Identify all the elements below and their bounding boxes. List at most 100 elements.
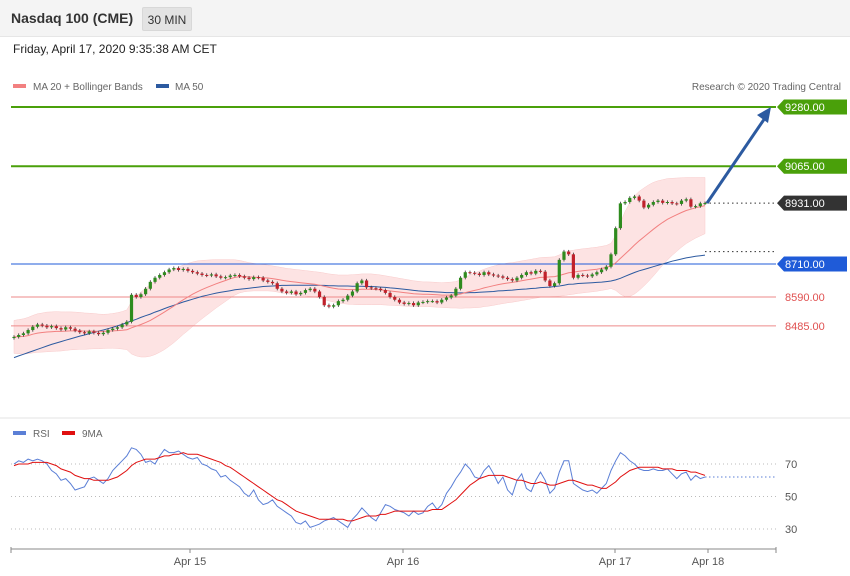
candle-body — [50, 326, 54, 328]
candle-body — [129, 294, 134, 322]
candle-body — [219, 276, 223, 278]
candle-body — [567, 251, 571, 255]
candle-body — [473, 272, 477, 274]
candle-body — [40, 324, 44, 326]
candle-body — [17, 335, 21, 337]
candle-body — [162, 272, 167, 275]
candle-body — [120, 324, 124, 328]
candle-body — [440, 299, 444, 303]
candle-body — [275, 283, 279, 289]
candle-body — [449, 295, 453, 298]
candle-body — [299, 292, 303, 295]
candle-body — [82, 332, 87, 334]
level-label: 8485.00 — [785, 321, 825, 333]
ma50-legend-label: MA 50 — [175, 82, 204, 93]
level-flag — [777, 195, 847, 211]
candle-body — [181, 268, 185, 271]
price-levels: 9280.00 9065.00 8931.00 8710.00 8590.00 8485.… — [11, 99, 847, 333]
candle-body — [186, 268, 190, 271]
candle-body — [303, 290, 308, 293]
candle-body — [148, 281, 152, 289]
candle-body — [693, 206, 698, 208]
interval-button[interactable]: 30 MIN — [142, 7, 192, 31]
candle-body — [637, 196, 641, 201]
candle-body — [646, 204, 651, 208]
arrow-shaft — [705, 114, 769, 204]
candle-body — [534, 270, 538, 274]
candle-body — [200, 273, 204, 275]
candle-body — [191, 270, 195, 273]
candle-body — [350, 291, 355, 296]
candle-body — [355, 283, 359, 292]
candle-body — [54, 326, 58, 329]
candle-body — [632, 196, 637, 198]
candle-body — [562, 251, 566, 260]
level-flag — [777, 256, 847, 272]
candle-body — [421, 301, 425, 303]
candle-body — [581, 274, 585, 276]
candle-body — [543, 271, 547, 281]
candle-body — [242, 276, 246, 278]
chart-header: Nasdaq 100 (CME) 30 MIN — [0, 0, 850, 37]
candle-body — [115, 327, 120, 329]
candle-body — [595, 272, 599, 275]
candle-body — [435, 301, 439, 303]
rsi-ma-legend-label: 9MA — [82, 429, 103, 440]
candle-body — [172, 268, 176, 270]
rsi-ma-line — [13, 452, 706, 522]
level-label: 9280.00 — [785, 102, 825, 114]
candle-body — [458, 277, 463, 289]
projection-arrow — [705, 107, 771, 204]
candle-body — [195, 272, 199, 274]
candle-body — [590, 274, 594, 277]
candle-body — [158, 274, 162, 278]
level-label: 8931.00 — [785, 198, 825, 210]
level-label: 9065.00 — [785, 161, 825, 173]
candle-body — [280, 288, 284, 292]
rsi-pane: 30 50 70 — [11, 447, 797, 536]
candle-body — [689, 199, 693, 207]
arrow-head — [757, 107, 771, 123]
candle-body — [228, 275, 232, 278]
candle-body — [548, 280, 552, 286]
candle-body — [515, 277, 519, 281]
ma20-legend-swatch — [13, 84, 26, 88]
candle-body — [87, 331, 91, 334]
level-flag — [777, 158, 847, 174]
candle-body — [661, 200, 665, 203]
candle-body — [125, 321, 129, 325]
candle-body — [656, 200, 660, 202]
candle-body — [261, 277, 265, 281]
candle-body — [12, 336, 16, 339]
candle-body — [139, 294, 143, 297]
candle-body — [313, 288, 317, 292]
candle-body — [510, 279, 514, 281]
candle-body — [247, 277, 251, 280]
candle-body — [477, 273, 481, 275]
candle-body — [411, 303, 416, 306]
candle-body — [205, 274, 209, 276]
ma20-legend-label: MA 20 + Bollinger Bands — [33, 82, 143, 93]
candle-body — [426, 301, 430, 303]
candle-body — [294, 291, 298, 295]
x-tick-label: Apr 18 — [692, 556, 724, 568]
candle-body — [341, 299, 345, 302]
candle-body — [505, 277, 510, 280]
rsi-tick-label: 70 — [785, 459, 797, 471]
rsi-legend-label: RSI — [33, 429, 50, 440]
candle-body — [698, 203, 702, 207]
candle-body — [106, 330, 110, 333]
candle-body — [92, 331, 96, 333]
candle-body — [416, 302, 420, 306]
candles — [12, 194, 707, 340]
candle-body — [59, 328, 63, 330]
candle-body — [101, 332, 105, 335]
candle-body — [684, 199, 688, 201]
candle-body — [599, 269, 604, 273]
rsi-line — [13, 447, 706, 529]
candle-body — [463, 272, 467, 278]
candle-body — [332, 305, 336, 307]
rsi-tick-label: 30 — [785, 524, 797, 536]
level-label: 8710.00 — [785, 259, 825, 271]
candle-body — [576, 274, 580, 278]
